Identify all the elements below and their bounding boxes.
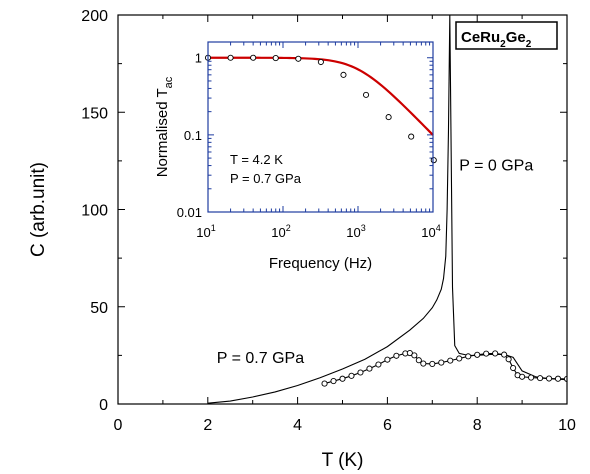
- data-point: [429, 360, 436, 367]
- inset-x-tick-label: 102: [271, 223, 290, 240]
- compound-label: CeRu2Ge2: [455, 21, 558, 50]
- inset-y-axis-label: Normalised Tac: [154, 76, 175, 177]
- x-tick-label: 2: [203, 417, 212, 434]
- data-point: [411, 352, 418, 359]
- data-point: [492, 350, 499, 357]
- x-tick-label: 0: [114, 417, 123, 434]
- data-point: [438, 359, 445, 366]
- data-point: [366, 365, 373, 372]
- inset-x-axis-label: Frequency (Hz): [269, 255, 372, 272]
- data-point: [563, 375, 567, 382]
- inset-data-point: [340, 71, 347, 78]
- data-point: [339, 375, 346, 382]
- x-tick-label: 10: [558, 417, 576, 434]
- data-point: [465, 353, 472, 360]
- inset-data-point: [385, 114, 392, 121]
- data-point: [384, 356, 391, 363]
- inset-data-point: [250, 54, 257, 61]
- inset-data-point: [295, 55, 302, 62]
- data-point: [321, 380, 328, 387]
- data-point: [510, 364, 517, 372]
- inset-annotation-temp: T = 4.2 K: [230, 152, 283, 167]
- compound-label-part: 2: [500, 39, 506, 50]
- inset-data-point: [362, 91, 370, 98]
- x-axis-label: T (K): [322, 450, 364, 471]
- data-point: [456, 355, 463, 362]
- y-tick-label: 100: [81, 203, 108, 220]
- annotation-p0: P = 0 GPa: [459, 158, 533, 175]
- y-axis-label: C (arb.unit): [28, 162, 49, 257]
- inset-x-tick-base: 10: [196, 225, 210, 240]
- x-tick-label: 8: [473, 417, 482, 434]
- data-point: [357, 369, 364, 376]
- inset-x-tick-exp: 4: [436, 223, 441, 233]
- data-point: [519, 373, 526, 380]
- data-point: [447, 357, 454, 364]
- data-point: [545, 375, 553, 382]
- inset-frame: [207, 41, 434, 213]
- inset-annotation-pres: P = 0.7 GPa: [230, 171, 302, 186]
- series-group: [207, 15, 567, 404]
- inset-background: [208, 42, 433, 212]
- compound-label-part: 2: [526, 39, 532, 50]
- data-point: [528, 374, 535, 381]
- annotation-p07: P = 0.7 GPa: [217, 350, 304, 367]
- data-point: [483, 350, 490, 357]
- inset-data-point: [317, 58, 324, 66]
- data-point: [501, 351, 508, 358]
- inset-x-tick-label: 103: [346, 223, 365, 240]
- inset-y-tick-label: 1: [195, 51, 202, 66]
- inset-x-tick-exp: 3: [361, 223, 366, 233]
- inset-y-label-main: Normalised T: [154, 88, 171, 177]
- inset-x-tick-label: 101: [196, 223, 215, 240]
- y-tick-label: 150: [81, 105, 108, 122]
- inset-x-tick-base: 10: [271, 225, 285, 240]
- data-point: [348, 372, 355, 379]
- data-point: [505, 356, 512, 363]
- inset-x-tick-base: 10: [421, 225, 435, 240]
- data-point: [474, 351, 481, 358]
- data-point: [330, 377, 337, 385]
- y-tick-label: 50: [90, 300, 108, 317]
- inset-y-tick-label: 0.01: [177, 205, 202, 220]
- x-tick-label: 4: [293, 417, 302, 434]
- data-point: [554, 375, 562, 382]
- y-tick-label: 0: [99, 397, 108, 414]
- inset-x-tick-exp: 1: [211, 223, 216, 233]
- inset-x-tick-exp: 2: [286, 223, 291, 233]
- compound-label-part: Ge: [506, 29, 526, 46]
- data-point: [393, 352, 400, 359]
- compound-label-part: CeRu: [461, 29, 500, 46]
- inset-y-label-sub: ac: [163, 76, 175, 88]
- inset-x-tick-base: 10: [346, 225, 360, 240]
- inset-data-point: [430, 157, 437, 164]
- data-point: [420, 360, 427, 367]
- compound-label-text: CeRu2Ge2: [461, 29, 532, 50]
- inset-data-point: [408, 133, 415, 140]
- data-point: [415, 357, 422, 364]
- inset-x-tick-label: 104: [421, 223, 440, 240]
- data-point: [537, 375, 544, 382]
- y-tick-label: 200: [81, 8, 108, 25]
- inset-data-point: [272, 55, 279, 62]
- x-tick-label: 6: [383, 417, 392, 434]
- compound-label-box: [455, 21, 558, 50]
- inset-data-point: [227, 54, 234, 61]
- data-point: [375, 361, 382, 368]
- plot-frame: [117, 14, 568, 405]
- inset-y-tick-label: 0.1: [184, 128, 202, 143]
